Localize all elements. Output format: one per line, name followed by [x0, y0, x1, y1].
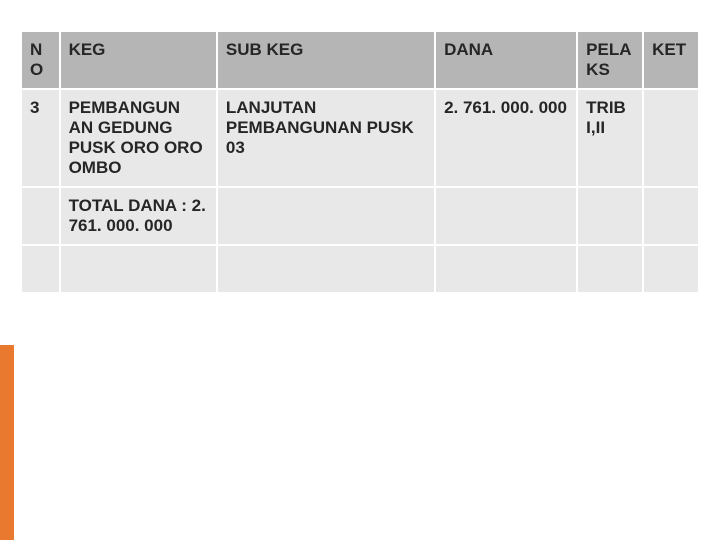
cell-subkeg	[217, 187, 435, 245]
header-pelaks: PELA KS	[577, 31, 643, 89]
cell-subkeg: LANJUTAN PEMBANGUNAN PUSK 03	[217, 89, 435, 187]
cell-empty	[643, 245, 699, 293]
cell-keg: PEMBANGUN AN GEDUNG PUSK ORO ORO OMBO	[60, 89, 217, 187]
header-subkeg: SUB KEG	[217, 31, 435, 89]
table-container: NO KEG SUB KEG DANA PELA KS KET 3 PEMBAN…	[0, 0, 720, 294]
cell-dana	[435, 187, 577, 245]
cell-keg: TOTAL DANA : 2. 761. 000. 000	[60, 187, 217, 245]
cell-dana: 2. 761. 000. 000	[435, 89, 577, 187]
table-row: 3 PEMBANGUN AN GEDUNG PUSK ORO ORO OMBO …	[21, 89, 699, 187]
header-keg: KEG	[60, 31, 217, 89]
cell-pelaks	[577, 187, 643, 245]
cell-empty	[577, 245, 643, 293]
data-table: NO KEG SUB KEG DANA PELA KS KET 3 PEMBAN…	[20, 30, 700, 294]
table-row: TOTAL DANA : 2. 761. 000. 000	[21, 187, 699, 245]
cell-empty	[435, 245, 577, 293]
header-row: NO KEG SUB KEG DANA PELA KS KET	[21, 31, 699, 89]
cell-no: 3	[21, 89, 60, 187]
cell-pelaks: TRIB I,II	[577, 89, 643, 187]
header-ket: KET	[643, 31, 699, 89]
cell-empty	[60, 245, 217, 293]
table-row-empty	[21, 245, 699, 293]
accent-bar	[0, 345, 14, 540]
cell-ket	[643, 187, 699, 245]
cell-empty	[21, 245, 60, 293]
header-dana: DANA	[435, 31, 577, 89]
cell-no	[21, 187, 60, 245]
cell-empty	[217, 245, 435, 293]
cell-ket	[643, 89, 699, 187]
header-no: NO	[21, 31, 60, 89]
